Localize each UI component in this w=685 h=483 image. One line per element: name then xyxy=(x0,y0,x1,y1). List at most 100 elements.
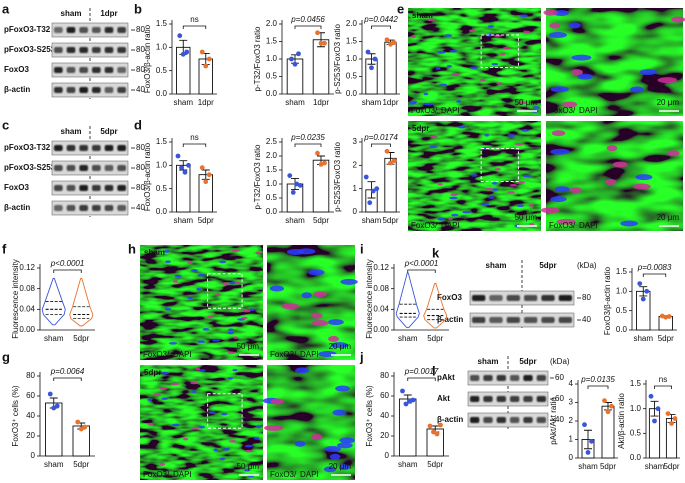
image-label: sham xyxy=(412,11,433,20)
nucleus xyxy=(148,422,154,426)
y-tick-label: 80 xyxy=(26,371,35,380)
blot-band xyxy=(117,185,126,191)
nucleus xyxy=(197,273,206,277)
nucleus xyxy=(330,342,349,349)
blot-band xyxy=(79,165,88,171)
y-tick-label: 0.12 xyxy=(19,263,35,272)
nucleus xyxy=(294,440,306,447)
tissue xyxy=(546,8,683,116)
nucleus xyxy=(457,125,466,129)
y-tick-label: 2.5 xyxy=(266,137,278,146)
blot-band xyxy=(104,27,114,33)
blot-band xyxy=(524,295,538,301)
scale-label: 20 μm xyxy=(657,98,680,107)
nucleus xyxy=(515,143,524,146)
stain-dapi: DAPI xyxy=(579,106,598,115)
y-tick-label: 0.0 xyxy=(266,89,278,98)
y-tick-label: 1.5 xyxy=(156,19,168,28)
data-point xyxy=(585,450,591,455)
nucleus xyxy=(518,101,527,105)
blot-band xyxy=(536,375,546,381)
data-point xyxy=(322,40,327,46)
sig-annotation: p=0.0174 xyxy=(363,133,398,142)
nucleus xyxy=(197,340,206,344)
panel-label: j xyxy=(359,349,364,364)
nucleus xyxy=(337,442,353,449)
stain-foxo3: FoxO3/ xyxy=(411,221,438,230)
blot-strip xyxy=(51,82,129,98)
blot-band xyxy=(541,317,555,323)
y-tick-label: 1.0 xyxy=(156,160,168,169)
data-point xyxy=(199,49,205,55)
nucleus xyxy=(550,86,569,93)
marker-label: 80 xyxy=(136,143,145,152)
blot-band xyxy=(66,27,76,33)
nucleus xyxy=(571,69,583,76)
data-point xyxy=(438,422,443,428)
y-tick-label: 1.0 xyxy=(346,54,358,63)
blot-band xyxy=(54,185,63,191)
y-tick-label: 0.0 xyxy=(346,89,358,98)
nucleus xyxy=(629,86,644,93)
x-tick-label: 1dpr xyxy=(313,98,329,107)
nucleus xyxy=(470,174,478,177)
blot-group: sham xyxy=(478,357,499,366)
nucleus xyxy=(523,30,531,34)
data-point xyxy=(186,162,191,168)
blot-band xyxy=(54,27,63,33)
nucleus xyxy=(469,29,476,33)
x-tick-label: 5dpr xyxy=(600,462,616,471)
nucleus xyxy=(426,18,436,22)
blot-band xyxy=(79,185,88,191)
data-point xyxy=(665,411,671,416)
nucleus xyxy=(481,202,490,206)
y-axis-label: FoxO3⁺ cells (%) xyxy=(11,385,20,446)
data-point xyxy=(199,165,205,171)
nucleus xyxy=(410,35,416,39)
sig-annotation: p=0.0135 xyxy=(580,375,615,384)
data-point xyxy=(363,174,369,180)
sig-bracket xyxy=(407,377,436,381)
nucleus xyxy=(227,351,236,355)
nucleus xyxy=(213,448,219,452)
y-tick-label: 1.0 xyxy=(156,42,168,51)
data-point xyxy=(370,188,376,194)
y-tick-label: 1.5 xyxy=(616,267,628,276)
nucleus xyxy=(169,342,178,345)
nucleus xyxy=(338,464,350,471)
y-axis-label: pAkt/Akt ratio xyxy=(549,397,558,445)
y-tick-label: 60 xyxy=(26,391,35,400)
y-tick-label: 0 xyxy=(569,453,574,462)
blot-band xyxy=(117,47,126,53)
blot-strip xyxy=(51,160,129,176)
nucleus xyxy=(550,148,570,155)
panel-label: a xyxy=(2,1,10,16)
nucleus xyxy=(244,449,254,453)
nucleus xyxy=(484,133,489,137)
x-tick-label: sham xyxy=(645,462,665,471)
x-tick-label: sham xyxy=(285,216,305,225)
nucleus xyxy=(435,67,441,70)
y-tick-label: 1.0 xyxy=(266,54,278,63)
sig-annotation: p=0.0442 xyxy=(363,15,398,24)
nucleus xyxy=(311,433,323,440)
nucleus xyxy=(491,62,499,66)
blot-band xyxy=(472,295,486,301)
blot-strip xyxy=(467,391,549,407)
sig-annotation: p=0.0064 xyxy=(50,367,85,376)
x-tick-label: 5dpr xyxy=(427,460,443,469)
blot-row-label: pFoxO3-S253 xyxy=(4,163,56,172)
nucleus xyxy=(448,217,453,221)
nucleus xyxy=(220,412,228,416)
nucleus xyxy=(568,22,581,29)
data-point xyxy=(669,421,674,426)
panel-label: d xyxy=(134,117,142,132)
nucleus xyxy=(481,147,490,150)
y-tick-label: 0.00 xyxy=(373,325,389,334)
data-point xyxy=(602,398,607,404)
sig-annotation: p=0.0235 xyxy=(290,133,325,142)
error-bar xyxy=(584,429,592,450)
nucleus xyxy=(206,315,214,319)
marker-label: 60 xyxy=(555,394,564,403)
nucleus xyxy=(496,82,503,85)
